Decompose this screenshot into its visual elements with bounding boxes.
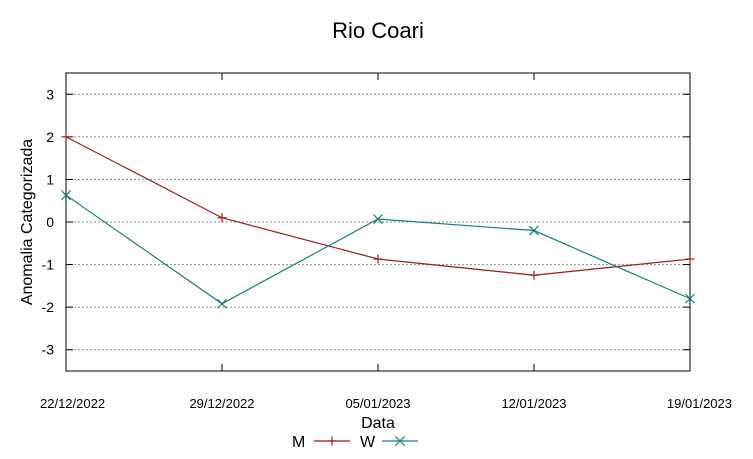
legend-label: M [292,434,305,451]
chart-title: Rio Coari [332,18,424,43]
series-m [61,132,695,280]
x-marker [61,190,71,201]
data-point [217,298,227,309]
y-axis-label: Anomalia Categorizada [19,139,36,305]
data-point [529,225,539,236]
legend-item-m: M [292,434,350,451]
y-tick-label: -3 [42,342,55,358]
x-marker [529,225,539,236]
series-line [65,136,691,276]
x-axis-label: Data [361,415,395,432]
x-marker [395,436,405,446]
data-point [217,213,227,223]
data-point [685,293,695,304]
x-tick-label: 29/12/2022 [189,396,254,411]
y-tick-label: 0 [46,214,54,230]
y-tick-label: 1 [46,171,54,187]
y-tick-label: -1 [42,257,55,273]
data-point [373,214,383,224]
grid-lines [66,93,690,351]
x-axis-ticks: 22/12/2022 29/12/2022 05/01/2023 12/01/2023… [40,73,732,411]
x-tick-label: 05/01/2023 [345,396,410,411]
y-tick-label: -2 [42,299,55,315]
data-point [61,190,71,201]
x-marker [685,293,695,304]
legend-label: W [360,434,376,451]
x-tick-label: 22/12/2022 [40,396,105,411]
data-point [61,132,71,142]
x-marker [373,214,383,224]
y-tick-label: 2 [46,129,54,145]
x-tick-label: 12/01/2023 [501,396,566,411]
series-lines [61,132,695,309]
x-tick-label: 19/01/2023 [667,396,732,411]
data-point [373,254,383,264]
data-point [529,270,539,280]
data-point [685,254,695,264]
y-tick-label: 3 [46,86,54,102]
legend-item-w: W [360,434,418,451]
series-w [61,190,695,309]
series-line [65,194,691,305]
x-marker [217,298,227,309]
